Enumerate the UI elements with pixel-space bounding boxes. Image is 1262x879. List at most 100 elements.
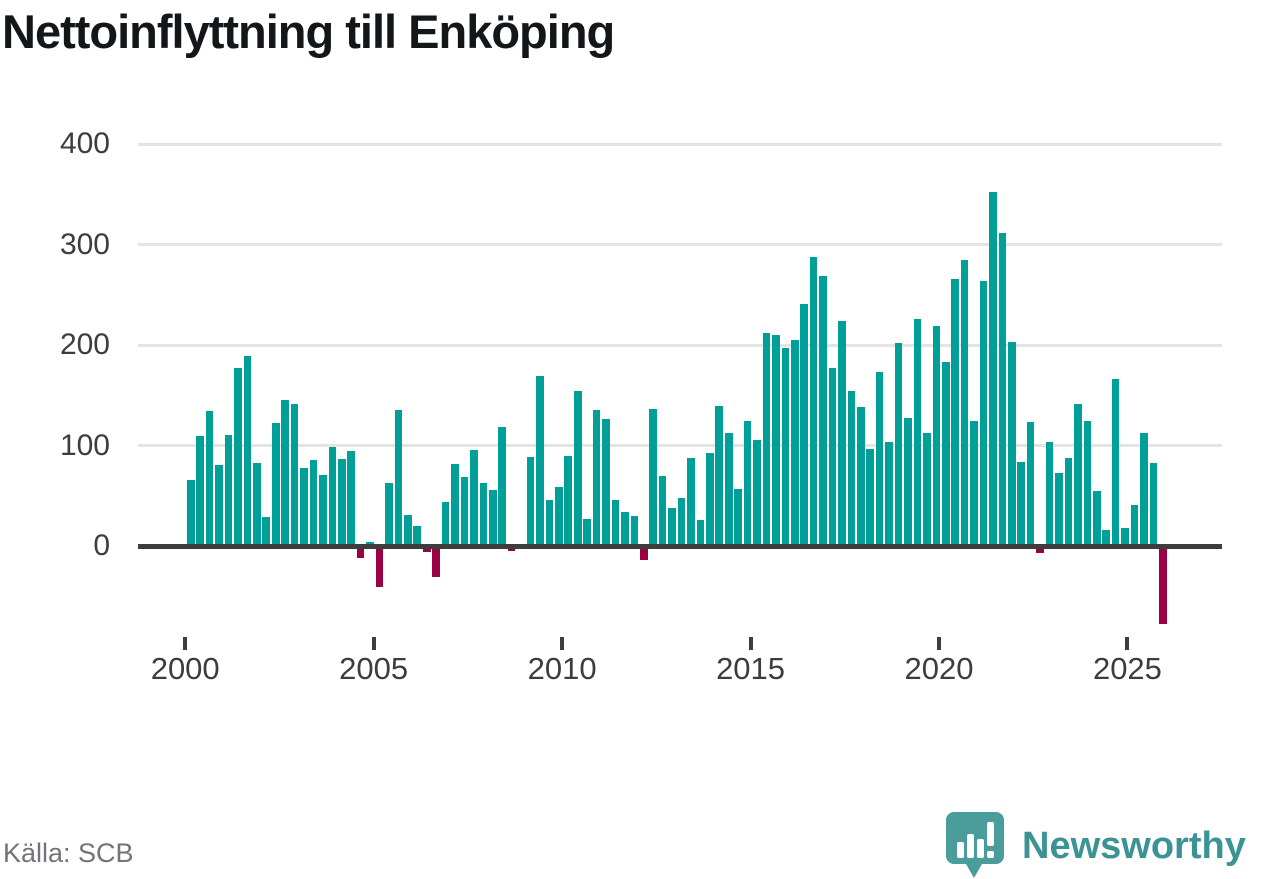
bar-2025q3 [1149,462,1158,546]
bar-2025q4 [1159,546,1167,625]
gridline-100 [138,444,1222,447]
bar-2000q1 [187,479,195,546]
bar-2007q3 [470,449,478,546]
bar-2002q3 [281,400,289,546]
bar-2013q4 [706,452,714,546]
bar-2018q3 [885,442,893,546]
bar-2010q3 [583,518,591,546]
bar-2014q1 [715,406,724,546]
bar-2025q1 [1130,504,1139,546]
bar-2002q4 [290,404,299,546]
bar-2018q2 [875,372,884,546]
x-axis-label-2000: 2000 [150,651,220,686]
bar-2019q1 [904,418,912,546]
bar-2016q4 [819,275,827,546]
bar-2007q4 [479,482,488,546]
bar-2021q2 [989,192,997,546]
bar-2022q1 [1017,461,1026,546]
y-axis-label-200: 200 [59,328,110,361]
bar-2022q2 [1026,422,1035,546]
bar-2002q1 [262,516,271,546]
bar-2004q1 [337,458,346,546]
bar-2022q4 [1045,442,1054,546]
bar-2000q4 [215,464,223,546]
bar-2005q2 [385,482,393,546]
x-axis-tick-2015 [748,637,753,650]
bar-2015q2 [762,332,771,546]
bar-2020q2 [951,278,959,546]
bar-2008q1 [488,489,497,546]
bar-2004q3 [356,546,365,559]
y-axis-label-400: 400 [59,127,110,160]
x-axis-tick-2010 [560,637,565,650]
brand-wordmark: Newsworthy [1022,824,1246,867]
bar-2005q4 [404,514,412,546]
bar-2008q2 [498,427,506,546]
bar-2023q2 [1064,457,1073,546]
bar-2013q3 [696,519,705,546]
bar-2015q1 [753,440,761,546]
bar-2018q1 [866,448,875,546]
bar-2003q3 [319,474,327,546]
bar-2023q1 [1055,472,1063,546]
bar-2015q4 [781,348,790,546]
bar-2005q1 [375,546,384,588]
bar-2001q4 [253,462,261,546]
bar-2024q3 [1111,379,1120,546]
bar-2000q2 [196,436,205,546]
bar-2011q2 [611,499,620,546]
source-note: Källa: SCB [3,838,134,868]
x-axis-label-2005: 2005 [339,651,409,686]
bar-2004q2 [347,450,356,546]
bar-2002q2 [271,423,280,546]
bar-2024q4 [1121,527,1129,546]
bar-2005q3 [394,410,403,546]
bar-2022q3 [1036,546,1044,554]
x-axis-tick-2025 [1125,637,1130,650]
bar-2014q2 [724,433,733,546]
bar-2016q3 [809,256,818,546]
bar-2009q1 [526,456,535,546]
bar-2021q3 [998,233,1007,546]
bar-2000q3 [205,411,214,546]
bar-2023q4 [1083,421,1092,546]
x-axis-tick-2020 [937,637,941,650]
newsworthy-icon [946,812,1004,878]
bar-2014q4 [743,421,752,546]
bar-2025q2 [1140,433,1148,546]
bar-2019q3 [923,433,931,546]
bar-2017q3 [847,391,856,546]
bar-2021q1 [979,280,988,546]
x-axis-line [138,543,1222,549]
bar-2006q3 [432,546,440,578]
bar-2003q1 [300,467,308,546]
x-axis-label-2010: 2010 [527,651,597,686]
bar-2003q4 [328,446,337,546]
x-axis-label-2025: 2025 [1092,651,1162,686]
bar-2007q2 [460,476,469,546]
chart-title: Nettoinflyttning till Enköping [2,5,615,58]
bar-2014q3 [734,488,742,546]
brand-logo: Newsworthy [944,810,1246,879]
bar-2011q1 [602,419,610,546]
bar-2024q1 [1092,490,1101,546]
gridline-300 [138,243,1222,246]
bar-2012q3 [658,475,667,546]
bar-2001q3 [243,356,252,546]
bar-2024q2 [1102,529,1110,546]
bar-2017q1 [828,368,837,546]
gridline-400 [138,142,1222,146]
bar-2001q2 [234,368,242,546]
bar-2008q3 [507,546,516,552]
bar-2010q4 [592,410,601,546]
bar-2023q3 [1074,404,1082,546]
bar-2006q2 [422,546,431,553]
bar-2019q2 [913,318,922,546]
bar-2018q4 [894,342,903,546]
bar-2016q1 [790,339,799,546]
bar-2019q4 [932,325,941,546]
bar-2007q1 [451,463,459,546]
bar-2016q2 [800,303,808,546]
bar-2006q1 [413,525,422,546]
bar-2009q2 [536,376,544,546]
